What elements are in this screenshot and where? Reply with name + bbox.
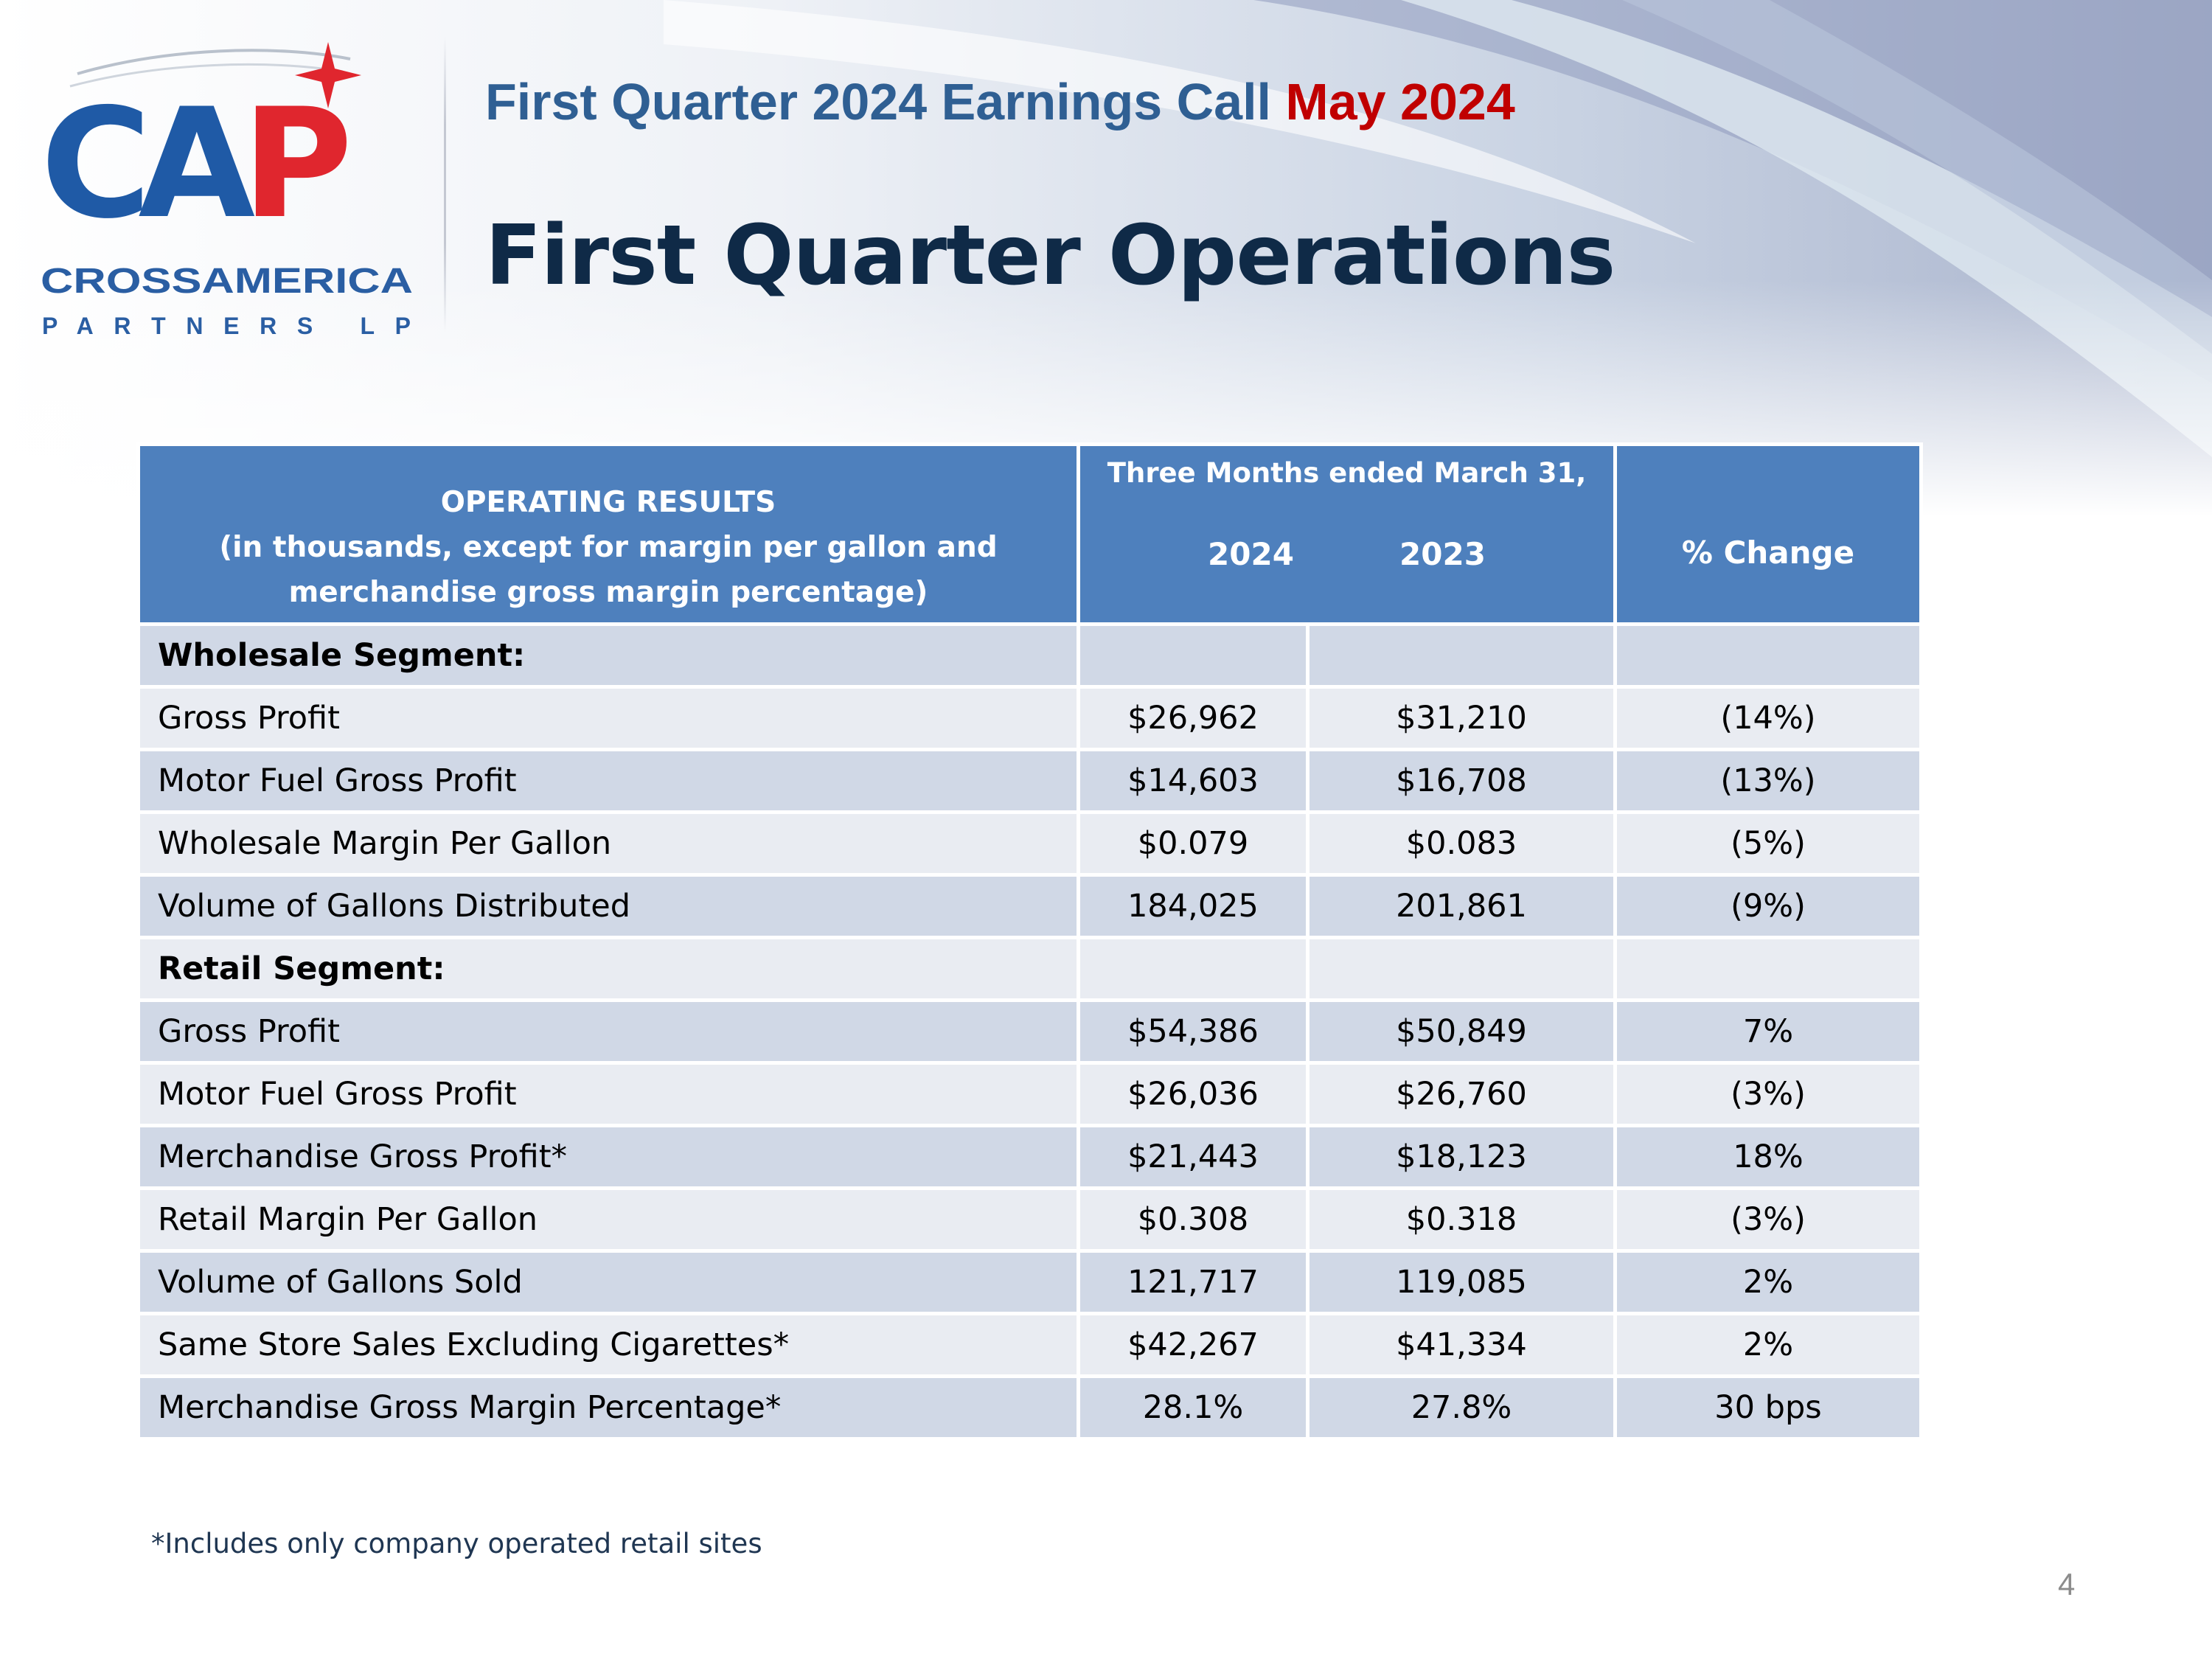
header-period-label: Three Months ended March 31, — [1107, 457, 1587, 489]
table-row: Same Store Sales Excluding Cigarettes* $4… — [136, 1312, 1923, 1378]
value-change: (3%) — [1613, 1061, 1923, 1127]
segment-heading-row: Wholesale Segment: — [136, 622, 1923, 689]
row-label: Retail Margin Per Gallon — [136, 1186, 1080, 1253]
row-label: Gross Profit — [136, 998, 1080, 1065]
value-change: 2% — [1613, 1312, 1923, 1378]
operating-results-table: OPERATING RESULTS (in thousands, except … — [136, 442, 1923, 1441]
row-label: Merchandise Gross Profit* — [136, 1124, 1080, 1190]
value-change: 7% — [1613, 998, 1923, 1065]
value-change — [1613, 622, 1923, 689]
value-change: (5%) — [1613, 810, 1923, 877]
event-name: First Quarter 2024 Earnings Call — [485, 73, 1271, 131]
value-2024: $0.308 — [1077, 1186, 1310, 1253]
value-2023: $18,123 — [1306, 1124, 1617, 1190]
row-label: Volume of Gallons Distributed — [136, 873, 1080, 939]
table-header-row: OPERATING RESULTS (in thousands, except … — [136, 442, 1923, 626]
header-op-line2: (in thousands, except for margin per gal… — [219, 530, 998, 564]
value-2023: $50,849 — [1306, 998, 1617, 1065]
value-2024: $14,603 — [1077, 748, 1310, 814]
row-label: Gross Profit — [136, 685, 1080, 751]
table-row: Merchandise Gross Margin Percentage* 28.1… — [136, 1374, 1923, 1441]
table-row: Gross Profit $54,386 $50,849 7% — [136, 998, 1923, 1065]
value-2024: 28.1% — [1077, 1374, 1310, 1441]
value-2024: 121,717 — [1077, 1249, 1310, 1315]
value-2024: $26,036 — [1077, 1061, 1310, 1127]
row-label: Volume of Gallons Sold — [136, 1249, 1080, 1315]
value-2024: $42,267 — [1077, 1312, 1310, 1378]
table-row: Retail Margin Per Gallon $0.308 $0.318 (3%) — [136, 1186, 1923, 1253]
table-row: Wholesale Margin Per Gallon $0.079 $0.083(… — [136, 810, 1923, 877]
value-2023: $26,760 — [1306, 1061, 1617, 1127]
event-date: May 2024 — [1285, 73, 1515, 131]
background-swoosh — [0, 0, 2212, 516]
table-row: Motor Fuel Gross Profit $26,036 $26,760 (3%… — [136, 1061, 1923, 1127]
row-label: Motor Fuel Gross Profit — [136, 1061, 1080, 1127]
value-2023: $41,334 — [1306, 1312, 1617, 1378]
table-row: Gross Profit $26,962 $31,210 (14%) — [136, 685, 1923, 751]
logo-name-line1: CROSSAMERICA — [41, 262, 413, 301]
header-change: % Change — [1613, 442, 1923, 626]
earnings-call-header: First Quarter 2024 Earnings Call May 202… — [485, 72, 1515, 131]
value-2023 — [1306, 622, 1617, 689]
value-2023: 27.8% — [1306, 1374, 1617, 1441]
value-change: (9%) — [1613, 873, 1923, 939]
value-change: 18% — [1613, 1124, 1923, 1190]
table-row: Motor Fuel Gross Profit $14,603 $16,708 (13… — [136, 748, 1923, 814]
header-period: Three Months ended March 31, 2024 2023 — [1077, 442, 1617, 626]
value-change: (3%) — [1613, 1186, 1923, 1253]
value-2023: 201,861 — [1306, 873, 1617, 939]
value-2024 — [1077, 936, 1310, 1002]
value-2024: $26,962 — [1077, 685, 1310, 751]
value-change — [1613, 936, 1923, 1002]
value-change: (14%) — [1613, 685, 1923, 751]
value-change: (13%) — [1613, 748, 1923, 814]
header-operating-results: OPERATING RESULTS (in thousands, except … — [136, 442, 1080, 626]
row-label: Wholesale Segment: — [136, 622, 1080, 689]
row-label: Retail Segment: — [136, 936, 1080, 1002]
value-change: 2% — [1613, 1249, 1923, 1315]
value-2023: $0.318 — [1306, 1186, 1617, 1253]
slide-title: First Quarter Operations — [485, 208, 1615, 304]
segment-heading-row: Retail Segment: — [136, 936, 1923, 1002]
value-change: 30 bps — [1613, 1374, 1923, 1441]
header-op-line1: OPERATING RESULTS — [440, 485, 776, 519]
value-2024 — [1077, 622, 1310, 689]
table-row: Merchandise Gross Profit* $21,443 $18,123 1… — [136, 1124, 1923, 1190]
table-row: Volume of Gallons Sold 121,717 119,085 2% — [136, 1249, 1923, 1315]
table-row: Volume of Gallons Distributed 184,025 201,… — [136, 873, 1923, 939]
value-2024: 184,025 — [1077, 873, 1310, 939]
header-op-line3: merchandise gross margin percentage) — [288, 575, 928, 609]
table-body: Wholesale Segment: Gross Profit $26,962 $31… — [136, 622, 1923, 1441]
row-label: Same Store Sales Excluding Cigarettes* — [136, 1312, 1080, 1378]
value-2023: $16,708 — [1306, 748, 1617, 814]
value-2024: $54,386 — [1077, 998, 1310, 1065]
header-year-2024: 2024 — [1208, 536, 1294, 572]
value-2023 — [1306, 936, 1617, 1002]
value-2023: $31,210 — [1306, 685, 1617, 751]
value-2023: 119,085 — [1306, 1249, 1617, 1315]
header-year-2023: 2023 — [1399, 536, 1486, 572]
footnote: *Includes only company operated retail s… — [151, 1528, 762, 1559]
row-label: Merchandise Gross Margin Percentage* — [136, 1374, 1080, 1441]
value-2024: $21,443 — [1077, 1124, 1310, 1190]
row-label: Motor Fuel Gross Profit — [136, 748, 1080, 814]
svg-text:CAP: CAP — [41, 77, 347, 252]
row-label: Wholesale Margin Per Gallon — [136, 810, 1080, 877]
logo-name-line2: PARTNERS LP — [42, 313, 411, 339]
page-number: 4 — [2058, 1567, 2076, 1601]
value-2023: $0.083 — [1306, 810, 1617, 877]
value-2024: $0.079 — [1077, 810, 1310, 877]
crossamerica-logo: CAP CROSSAMERICA PARTNERS LP — [41, 42, 413, 339]
logo-divider — [444, 37, 446, 332]
